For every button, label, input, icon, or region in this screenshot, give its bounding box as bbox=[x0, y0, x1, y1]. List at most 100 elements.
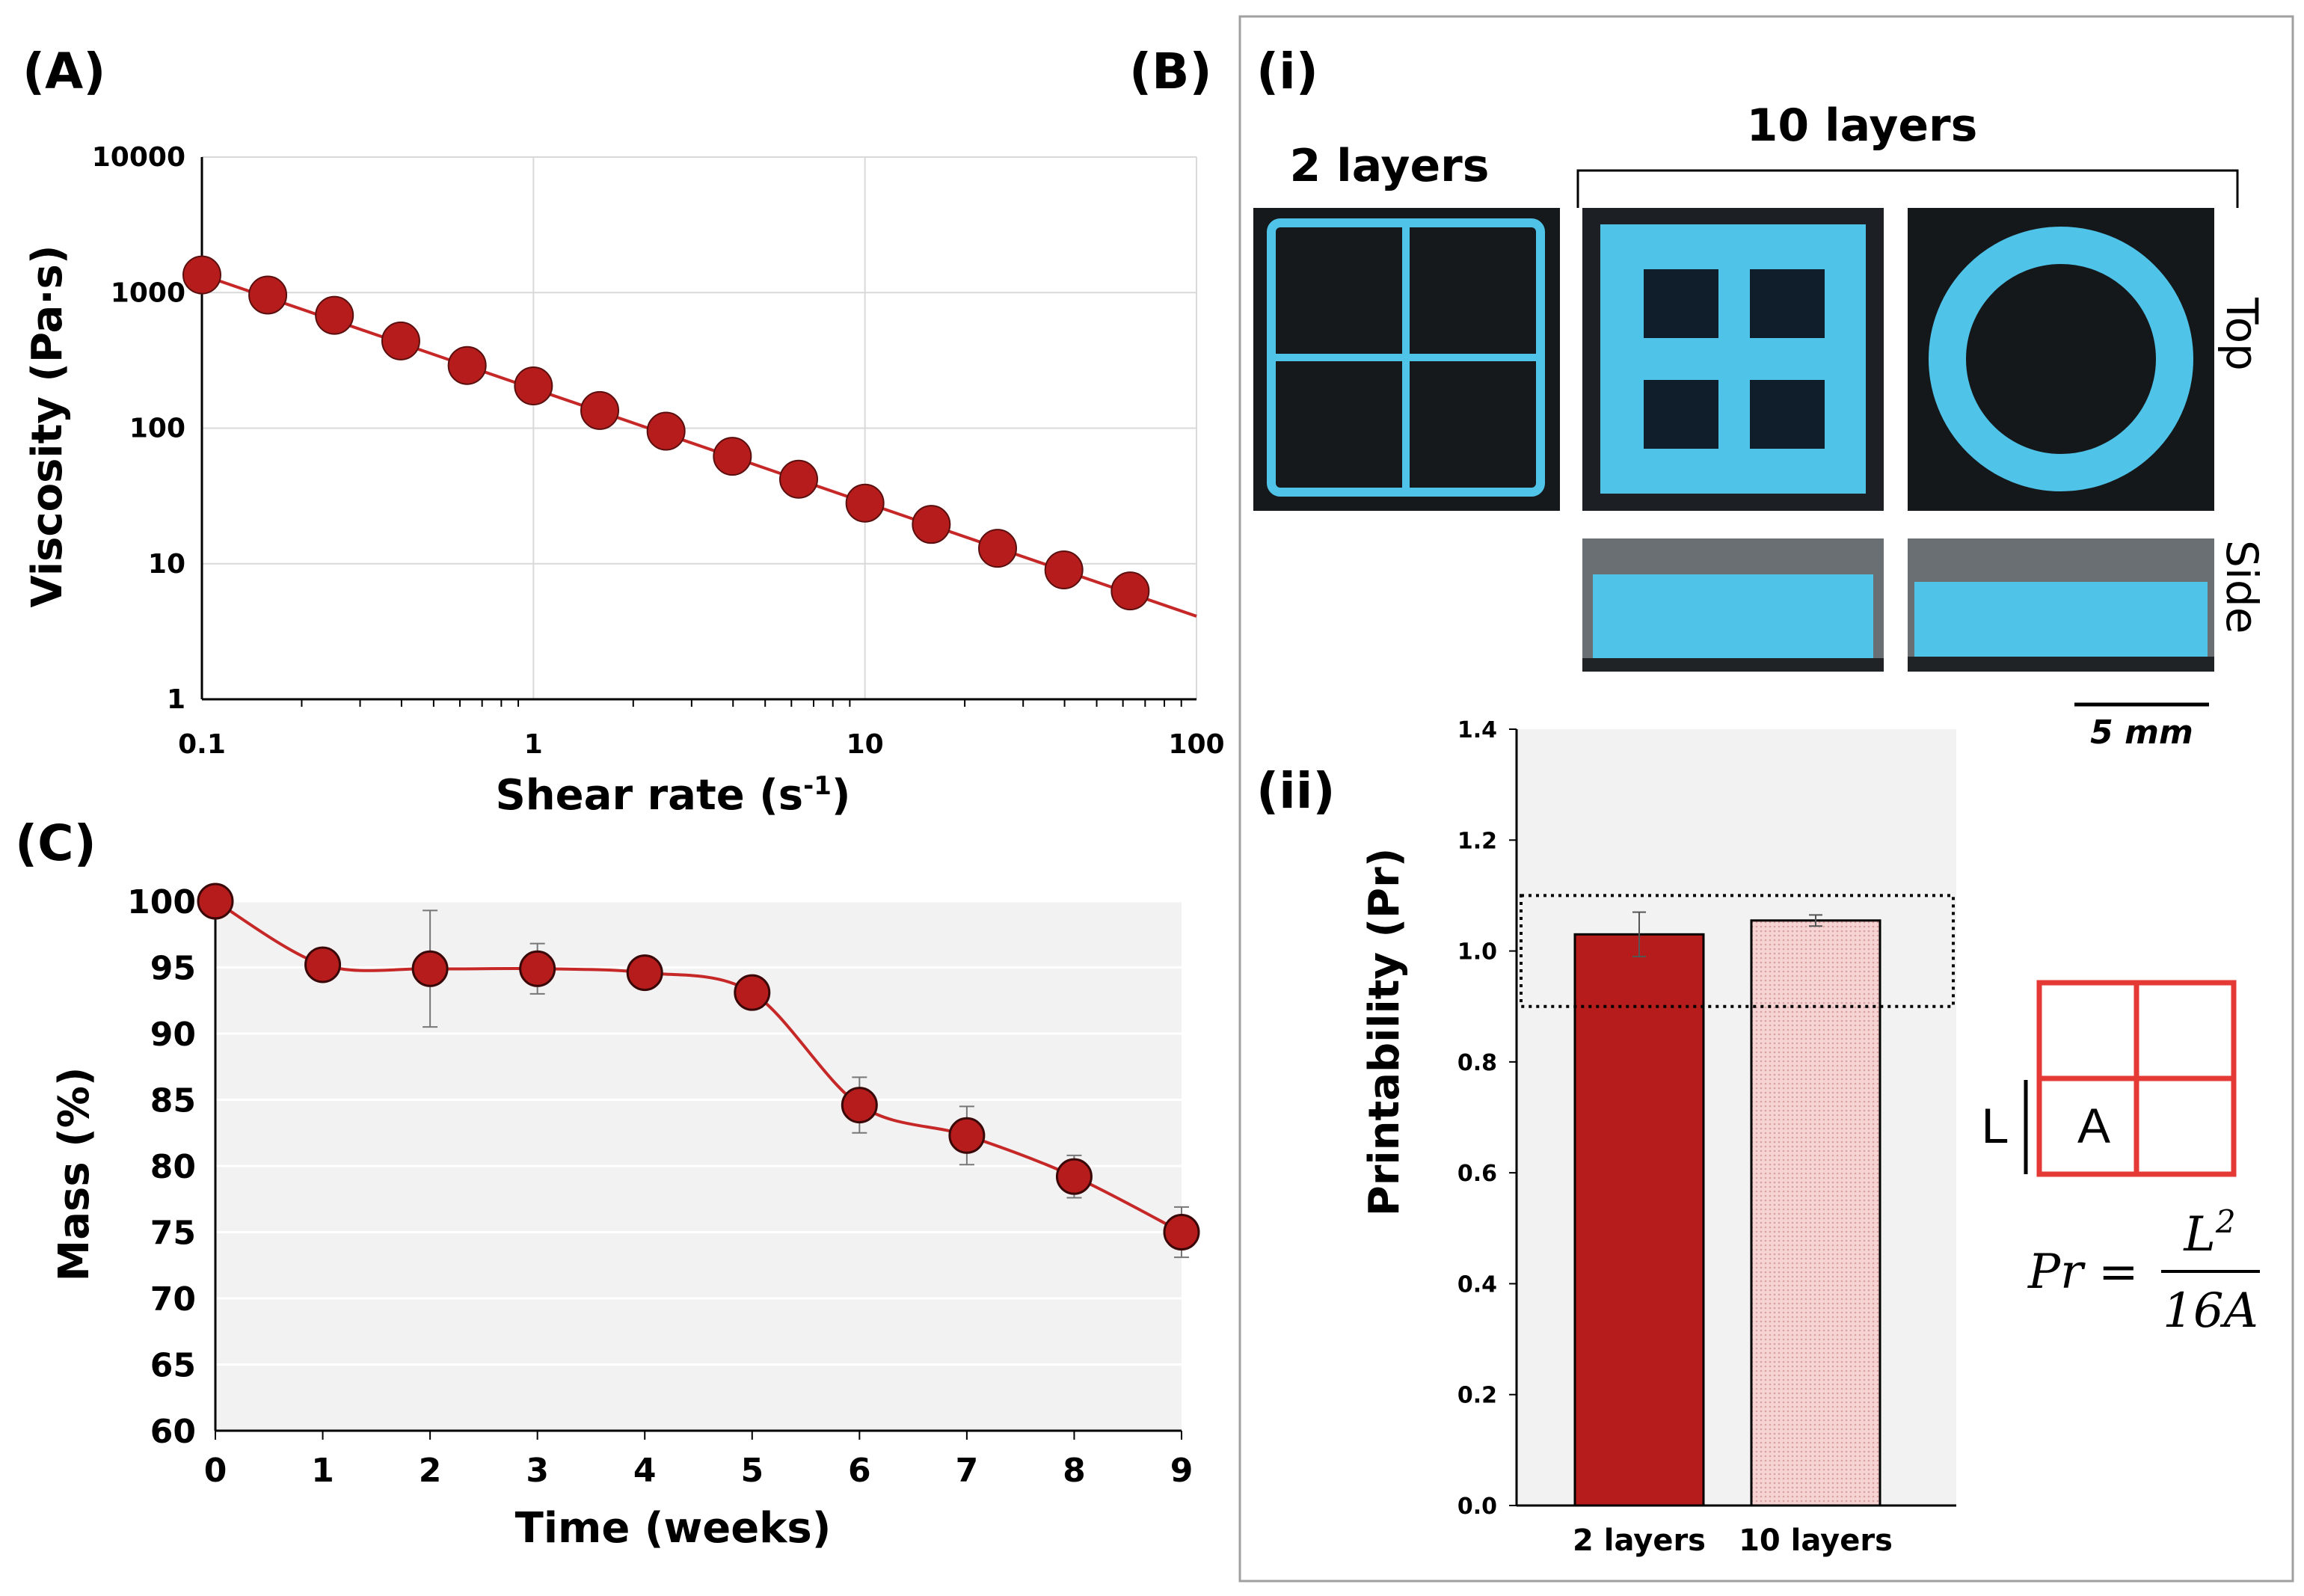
chart-c-xtick: 8 bbox=[1063, 1452, 1086, 1490]
chart-a-ytick: 1000 bbox=[111, 277, 185, 308]
chart-c-point bbox=[411, 950, 449, 987]
chart-b-ytick: 1.4 bbox=[1457, 717, 1497, 743]
panel-label-b: (B) bbox=[1129, 43, 1212, 100]
panel-label-b-ii: (ii) bbox=[1256, 762, 1336, 820]
chart-a-point bbox=[580, 390, 620, 430]
chart-a-xtick: 0.1 bbox=[178, 729, 226, 760]
chart-b-printability: 0.0 0.2 0.4 0.6 0.8 1.0 1.2 1.4 2 layers 10 layer… bbox=[1360, 717, 1956, 1558]
scale-bar-label: 5 mm bbox=[2090, 713, 2193, 752]
chart-a-point bbox=[845, 483, 885, 523]
chart-b-bars bbox=[1573, 911, 1881, 1507]
chart-a-ytick: 1 bbox=[167, 684, 185, 715]
label-2-layers: 2 layers bbox=[1290, 140, 1490, 192]
formula-denominator: 16A bbox=[2163, 1283, 2258, 1339]
chart-c-line bbox=[214, 900, 1182, 1234]
chart-b-ytick: 0.8 bbox=[1457, 1050, 1497, 1076]
chart-a-ytick: 100 bbox=[129, 414, 185, 444]
label-10-layers: 10 layers bbox=[1747, 99, 1978, 152]
chart-a-point bbox=[1044, 550, 1084, 590]
chart-a-axes bbox=[200, 157, 1196, 707]
chart-a-point bbox=[978, 529, 1018, 568]
chart-c-ytick: 85 bbox=[150, 1082, 196, 1120]
printability-schematic: L A bbox=[1982, 980, 2237, 1177]
chart-b-category-label: 10 layers bbox=[1739, 1523, 1893, 1558]
chart-a-xtick: 1 bbox=[524, 729, 543, 760]
bracket-10-layers bbox=[1576, 169, 2239, 208]
chart-a-tick-labels: 1 10 100 1000 10000 0.1 1 10 100 bbox=[92, 142, 1225, 760]
chart-a-point bbox=[514, 366, 553, 405]
chart-c-xtick: 2 bbox=[419, 1452, 442, 1490]
panel-b-frame bbox=[1238, 15, 2294, 1583]
chart-c-mass: 60 65 70 75 80 85 90 95 100 0 1 2 3 4 5 6 7 8 9 Time (week… bbox=[50, 883, 1200, 1553]
photo-10-layers-grid-side bbox=[1582, 538, 1884, 672]
chart-b-tick-labels: 0.0 0.2 0.4 0.6 0.8 1.0 1.2 1.4 2 layers 10 layer… bbox=[1457, 717, 1893, 1558]
chart-c-xtick: 6 bbox=[848, 1452, 871, 1490]
chart-b-bar bbox=[1573, 933, 1705, 1507]
chart-c-ytick: 90 bbox=[150, 1016, 196, 1054]
chart-c-point bbox=[197, 883, 234, 920]
chart-c-ytick: 65 bbox=[150, 1347, 196, 1385]
chart-c-ytick: 70 bbox=[150, 1280, 196, 1319]
chart-c-point bbox=[948, 1117, 986, 1154]
panel-label-b-i: (i) bbox=[1256, 43, 1318, 100]
formula-numerator: L2 bbox=[2183, 1203, 2235, 1263]
chart-c-point bbox=[1163, 1214, 1200, 1250]
chart-c-point bbox=[519, 950, 556, 987]
chart-c-ytick: 60 bbox=[150, 1413, 196, 1451]
schematic-label-l: L bbox=[1982, 1098, 2009, 1153]
chart-a-xtick: 100 bbox=[1168, 729, 1224, 760]
chart-c-axes bbox=[214, 901, 1182, 1440]
chart-c-xtick: 5 bbox=[740, 1452, 764, 1490]
chart-a-ytick: 10 bbox=[148, 549, 185, 580]
chart-c-point bbox=[734, 974, 771, 1011]
chart-a-point bbox=[315, 295, 354, 335]
chart-a-point bbox=[447, 346, 487, 385]
chart-a-fit-line bbox=[201, 273, 1197, 618]
chart-b-bar bbox=[1750, 919, 1881, 1507]
chart-b-category-label: 2 layers bbox=[1573, 1523, 1706, 1558]
chart-b-reference-band bbox=[1520, 894, 1955, 1008]
panel-label-c: (C) bbox=[15, 814, 96, 872]
chart-c-point bbox=[304, 946, 342, 983]
chart-c-xtick: 0 bbox=[204, 1452, 227, 1490]
chart-b-ylabel: Printability (Pr) bbox=[1360, 848, 1409, 1217]
label-side: Side bbox=[2217, 540, 2267, 633]
chart-c-series bbox=[197, 883, 1200, 1259]
chart-c-ytick: 80 bbox=[150, 1148, 196, 1186]
photo-2-layers-grid bbox=[1253, 208, 1560, 511]
chart-a-xlabel: Shear rate (s-1) bbox=[495, 771, 850, 820]
chart-a-viscosity: 1 10 100 1000 10000 0.1 1 10 100 Shear rate (s-1… bbox=[23, 142, 1225, 820]
chart-b-ytick: 0.6 bbox=[1457, 1161, 1497, 1187]
chart-c-point bbox=[841, 1087, 878, 1124]
chart-a-point bbox=[779, 459, 819, 499]
chart-c-xtick: 1 bbox=[311, 1452, 334, 1490]
chart-c-xlabel: Time (weeks) bbox=[515, 1504, 832, 1553]
chart-b-ytick: 0.4 bbox=[1457, 1271, 1497, 1298]
chart-a-series bbox=[182, 255, 1197, 618]
chart-a-point bbox=[713, 437, 752, 476]
chart-b-ytick: 0.0 bbox=[1457, 1494, 1497, 1520]
chart-b-ytick: 1.0 bbox=[1457, 939, 1497, 966]
chart-c-point bbox=[626, 954, 663, 992]
photo-10-layers-ring-side bbox=[1908, 538, 2214, 672]
chart-c-xtick: 7 bbox=[956, 1452, 979, 1490]
chart-c-xtick: 3 bbox=[526, 1452, 549, 1490]
chart-a-xtick: 10 bbox=[847, 729, 884, 760]
chart-c-point bbox=[1055, 1158, 1093, 1195]
chart-c-ytick: 100 bbox=[127, 883, 196, 921]
chart-c-ytick: 75 bbox=[150, 1215, 196, 1253]
chart-a-point bbox=[646, 411, 686, 451]
chart-c-tick-labels: 60 65 70 75 80 85 90 95 100 0 1 2 3 4 5 6 7 8 9 bbox=[127, 883, 1193, 1490]
chart-b-band-box bbox=[1520, 894, 1955, 1008]
chart-c-ylabel: Mass (%) bbox=[50, 1067, 99, 1282]
chart-a-point bbox=[1110, 571, 1150, 611]
chart-b-ytick: 0.2 bbox=[1457, 1383, 1497, 1409]
printability-formula: Pr = L2 16A bbox=[2027, 1203, 2260, 1339]
photo-10-layers-grid-top bbox=[1582, 208, 1884, 511]
chart-c-grid bbox=[215, 900, 1182, 1366]
chart-c-xtick: 9 bbox=[1170, 1452, 1194, 1490]
schematic-label-a: A bbox=[2077, 1098, 2110, 1153]
chart-c-xtick: 4 bbox=[633, 1452, 657, 1490]
chart-a-point bbox=[912, 505, 951, 544]
